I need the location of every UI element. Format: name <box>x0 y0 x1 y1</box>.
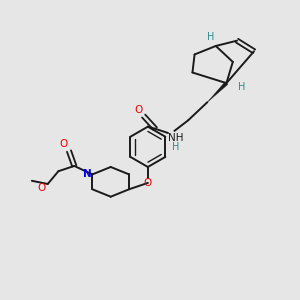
Text: O: O <box>134 105 142 115</box>
Text: H: H <box>207 32 214 43</box>
Text: O: O <box>37 183 46 193</box>
Text: NH: NH <box>168 133 183 143</box>
Text: H: H <box>172 142 179 152</box>
Polygon shape <box>207 82 228 102</box>
Text: N: N <box>83 169 92 179</box>
Text: O: O <box>60 139 68 148</box>
Text: H: H <box>238 82 245 92</box>
Text: O: O <box>144 178 152 188</box>
